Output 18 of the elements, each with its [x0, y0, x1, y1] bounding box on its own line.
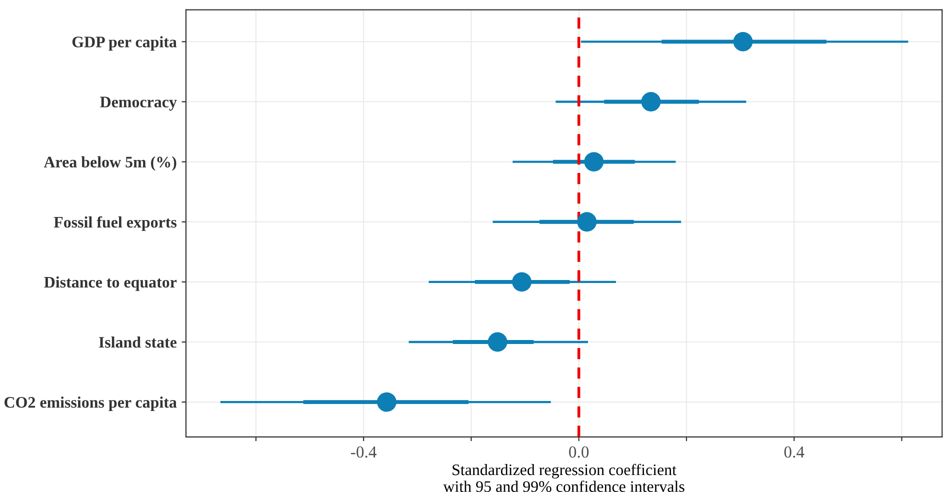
y-tick-label: Island state — [98, 336, 177, 348]
y-tick-label: Fossil fuel exports — [54, 216, 177, 231]
x-axis-title: Standardized regression coefficient with 95 and 99% confidence intervals — [443, 464, 684, 492]
y-tick-label: Distance to equator — [44, 276, 177, 291]
point — [733, 32, 753, 52]
y-tick-label: Democracy — [100, 96, 177, 111]
point — [376, 392, 396, 412]
point — [641, 92, 661, 112]
y-tick-label: Area below 5m (%) — [44, 156, 176, 171]
x-tick-label: 0.0 — [569, 446, 589, 458]
x-tick-label: 0.4 — [784, 446, 804, 458]
point — [577, 212, 597, 232]
point — [488, 332, 508, 352]
point — [512, 272, 532, 292]
point — [584, 152, 604, 172]
y-tick-label: GDP per capita — [72, 36, 177, 51]
y-tick-label: CO2 emissions per capita — [4, 396, 177, 411]
x-tick-label: -0.4 — [350, 446, 376, 458]
